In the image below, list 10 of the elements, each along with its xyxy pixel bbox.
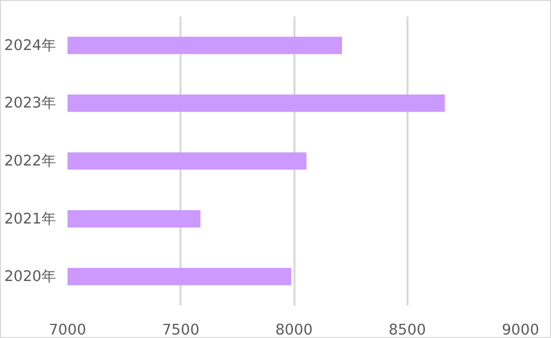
x-tick-label: 8500 xyxy=(388,322,426,338)
y-tick-label: 2023年 xyxy=(4,94,57,112)
x-tick-label: 7000 xyxy=(48,322,86,338)
x-tick-label: 8000 xyxy=(275,322,313,338)
y-tick-label: 2024年 xyxy=(4,36,57,54)
y-tick-label: 2021年 xyxy=(4,210,57,228)
y-tick-label: 2020年 xyxy=(4,268,57,286)
y-tick-label: 2022年 xyxy=(4,152,57,170)
x-tick-label: 9000 xyxy=(502,322,540,338)
x-tick-label: 7500 xyxy=(162,322,200,338)
